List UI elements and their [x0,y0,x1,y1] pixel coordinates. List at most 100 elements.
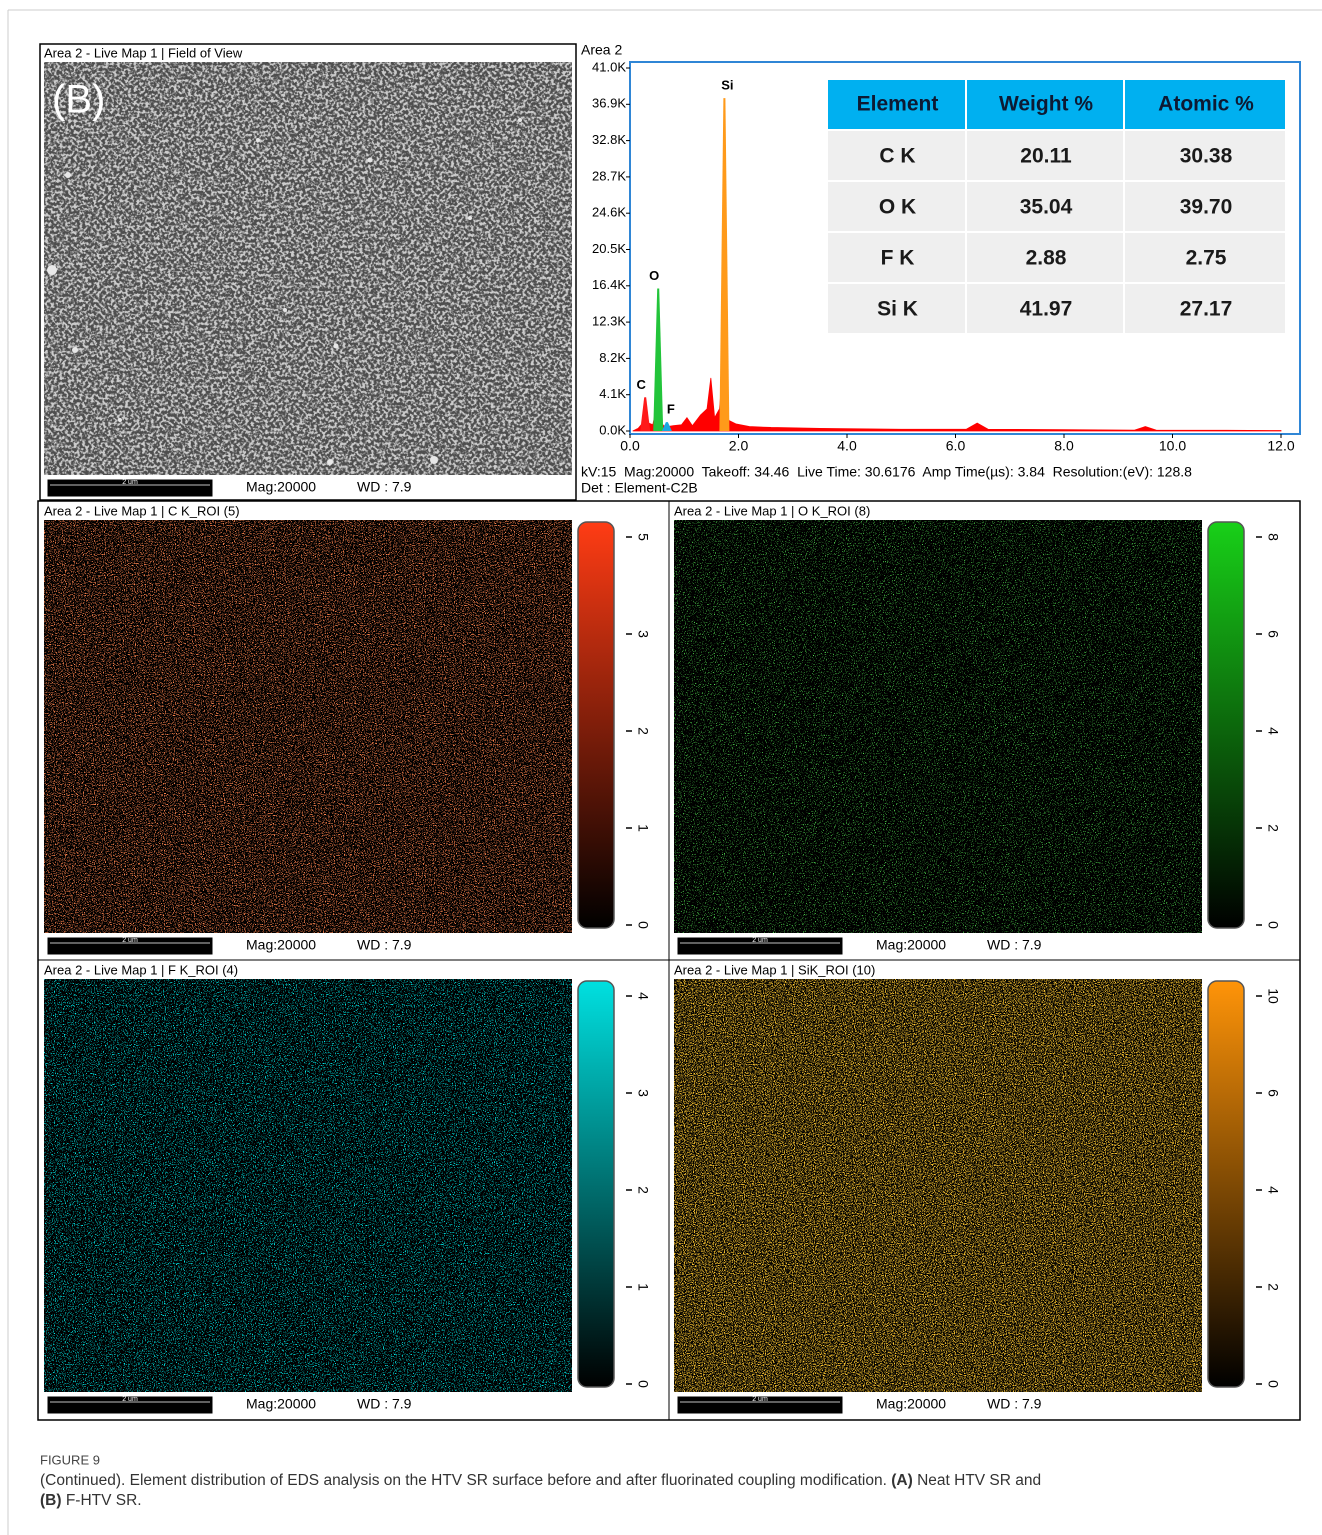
element-map-dots [44,520,572,933]
table-cell-text: 35.04 [1020,196,1073,219]
figure-label: FIGURE 9 [40,1452,100,1467]
panel-title: Area 2 - Live Map 1 | C K_ROI (5) [44,503,240,518]
colorbar-tick-label: 1 [635,1283,651,1291]
panel-border [39,43,577,501]
y-tick-label: 12.3K [592,314,626,329]
table-cell-text: 2.88 [1026,247,1067,270]
sem-particle [327,459,333,465]
magnification: Mag:20000 [246,479,316,495]
x-tick-label: 2.0 [729,438,749,454]
table-header: Weight % [999,93,1093,116]
x-tick-label: 4.0 [837,438,857,454]
colorbar [1207,980,1245,1388]
table-cell-text: 20.11 [1020,145,1072,168]
x-tick-label: 6.0 [946,438,966,454]
table-cell [1125,284,1285,333]
y-tick-label: 0.0K [599,422,626,437]
caption-text: (A) [891,1472,913,1489]
colorbar-tick-label: 8 [1265,533,1281,541]
sem-particle [518,118,522,122]
x-tick-label: 8.0 [1054,438,1074,454]
table-cell [1125,131,1285,180]
element-peak [661,422,672,431]
acquisition-info: Det : Element-C2B [581,480,698,496]
sem-texture [44,62,572,475]
peak-label: Si [721,78,733,93]
sem-particle [367,157,373,163]
sem-particle [333,343,339,349]
peak-label: C [636,377,646,392]
working-distance: WD : 7.9 [987,937,1042,953]
panel-title: Area 2 - Live Map 1 | F K_ROI (4) [44,962,238,977]
table-header-cell [1125,80,1285,129]
element-peak [719,98,730,431]
table-cell-text: 41.97 [1020,298,1073,321]
sem-particle [118,418,122,422]
scale-bar-label: 2 um [752,1396,768,1403]
y-tick-label: 8.2K [599,350,626,365]
table-cell-text: F K [881,247,915,270]
colorbar-tick-label: 0 [635,1380,651,1388]
y-tick-label: 28.7K [592,168,626,183]
colorbar-tick-label: 1 [635,824,651,832]
table-cell-text: C K [879,145,915,168]
x-tick-label: 0.0 [620,438,640,454]
colorbar [577,521,615,929]
panel-title: Area 2 - Live Map 1 | Field of View [44,45,243,60]
sem-particle [256,138,260,142]
y-tick-label: 24.6K [592,205,626,220]
panel-title: Area 2 - Live Map 1 | SiK_ROI (10) [674,962,875,977]
magnification: Mag:20000 [246,937,316,953]
table-cell [967,182,1123,231]
colorbar-tick-label: 6 [1265,630,1281,638]
colorbar [577,980,615,1388]
table-header: Element [857,93,939,116]
table-header-cell [967,80,1123,129]
table-cell-text: 30.38 [1180,145,1233,168]
caption-line: (B) F-HTV SR. [40,1492,142,1509]
magnification: Mag:20000 [876,937,946,953]
magnification: Mag:20000 [876,1396,946,1412]
magnification: Mag:20000 [246,1396,316,1412]
table-cell-text: 2.75 [1186,247,1227,270]
peak-label: O [649,268,659,283]
scale-bar [677,937,843,955]
y-tick-label: 41.0K [592,59,626,74]
table-cell-text: 27.17 [1180,298,1233,321]
colorbar-tick-label: 4 [635,992,651,1000]
y-tick-label: 4.1K [599,386,626,401]
colorbar-tick-label: 4 [1265,1186,1281,1194]
working-distance: WD : 7.9 [357,1396,412,1412]
scale-bar [677,1396,843,1414]
sem-particle [72,347,78,353]
colorbar-tick-label: 4 [1265,727,1281,735]
spectrum-title: Area 2 [581,42,622,58]
sem-particle [283,308,287,312]
table-cell-text: O K [879,196,916,219]
colorbar-tick-label: 2 [1265,1283,1281,1291]
colorbar-tick-label: 3 [635,1089,651,1097]
table-cell [1125,233,1285,282]
table-cell [967,131,1123,180]
table-cell [828,131,965,180]
element-map-dots [44,979,572,1392]
table-cell [967,284,1123,333]
x-tick-label: 10.0 [1159,438,1186,454]
y-tick-label: 20.5K [592,241,626,256]
table-header-cell [828,80,965,129]
y-tick-label: 32.8K [592,132,626,147]
table-header: Atomic % [1158,93,1254,116]
scale-bar [47,937,213,955]
colorbar-tick-label: 3 [635,630,651,638]
scale-bar-label: 2 um [752,937,768,944]
working-distance: WD : 7.9 [357,937,412,953]
peak-label: F [667,402,675,417]
panel-title: Area 2 - Live Map 1 | O K_ROI (8) [674,503,870,518]
table-cell [828,284,965,333]
acquisition-info: kV:15 Mag:20000 Takeoff: 34.46 Live Time… [581,464,1192,480]
sem-particle [47,265,57,275]
colorbar-tick-label: 0 [1265,1380,1281,1388]
sem-particle [65,172,71,178]
y-tick-label: 36.9K [592,96,626,111]
